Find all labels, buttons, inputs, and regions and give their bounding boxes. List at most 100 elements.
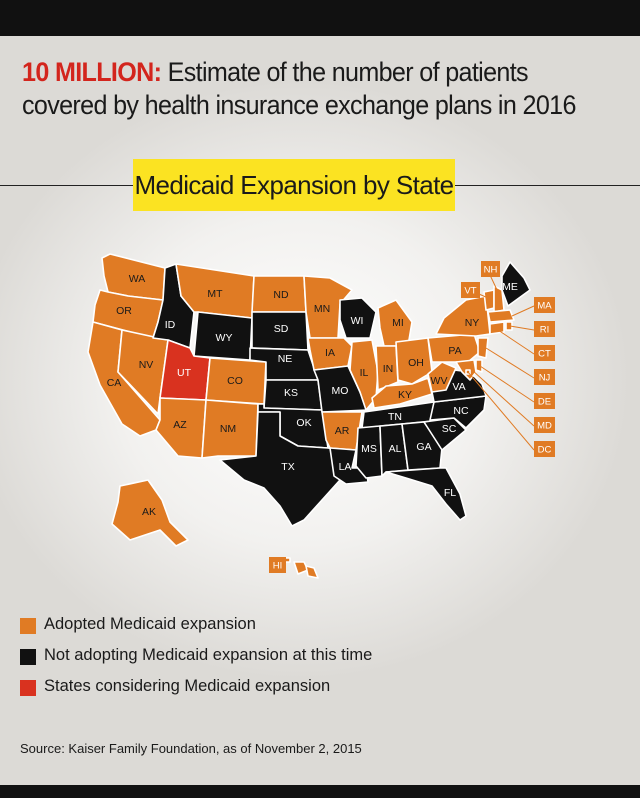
state-label-CO: CO: [227, 375, 243, 387]
state-TX: [219, 411, 341, 527]
state-label-IA: IA: [325, 347, 335, 359]
state-label-MO: MO: [332, 385, 349, 397]
headline-text: Estimate of the number of patients cover…: [22, 57, 576, 120]
state-OH: [395, 337, 433, 385]
callout-NJ: NJ: [534, 369, 555, 385]
callout-tags: NH VT MA RI CT NJ DE MD DC HI: [269, 261, 555, 573]
state-label-TX: TX: [281, 461, 294, 473]
state-label-OK: OK: [296, 417, 311, 429]
svg-text:CT: CT: [538, 349, 551, 360]
svg-text:MA: MA: [537, 301, 552, 312]
state-ME: [501, 261, 531, 307]
state-label-IN: IN: [383, 363, 394, 375]
state-label-MS: MS: [361, 443, 377, 455]
state-CT: [489, 321, 505, 335]
state-WV: [427, 361, 457, 393]
state-MS: [355, 425, 383, 479]
state-HI-2: [305, 565, 319, 579]
state-label-MI: MI: [392, 317, 404, 329]
state-label-MN: MN: [314, 303, 330, 315]
legend-swatch-considering: [20, 680, 36, 696]
state-label-SD: SD: [274, 323, 289, 335]
headline: 10 MILLION: Estimate of the number of pa…: [22, 56, 580, 122]
state-label-LA: LA: [339, 461, 352, 473]
state-WI: [339, 297, 377, 339]
state-NJ: [477, 337, 489, 359]
source-note: Source: Kaiser Family Foundation, as of …: [20, 741, 362, 756]
state-label-NC: NC: [453, 405, 469, 417]
state-VT: [483, 289, 495, 311]
callout-HI: HI: [269, 557, 286, 573]
state-NY: [435, 295, 491, 337]
state-label-CA: CA: [107, 377, 122, 389]
legend-label-not-adopting: Not adopting Medicaid expansion at this …: [44, 646, 373, 664]
callout-DC: DC: [534, 441, 555, 457]
state-label-NV: NV: [139, 359, 154, 371]
svg-text:NJ: NJ: [539, 373, 551, 384]
state-RI: [505, 321, 513, 331]
state-label-IL: IL: [360, 367, 369, 379]
svg-text:MD: MD: [537, 421, 552, 432]
svg-text:DC: DC: [538, 445, 552, 456]
state-NM: [201, 399, 259, 459]
svg-text:DE: DE: [538, 397, 551, 408]
svg-text:NH: NH: [484, 265, 498, 276]
callout-NH: NH: [481, 261, 500, 277]
state-label-ID: ID: [165, 319, 176, 331]
svg-text:HI: HI: [273, 561, 283, 572]
state-IN: [375, 345, 399, 391]
headline-number: 10 MILLION:: [22, 57, 162, 87]
state-label-WA: WA: [129, 273, 146, 285]
state-label-NE: NE: [278, 353, 293, 365]
callout-VT: VT: [461, 282, 480, 298]
state-label-MT: MT: [207, 288, 223, 300]
callout-DE: DE: [534, 393, 555, 409]
state-label-FL: FL: [444, 487, 456, 499]
callout-RI: RI: [534, 321, 555, 337]
state-label-UT: UT: [177, 367, 192, 379]
state-shapes: [87, 253, 531, 579]
svg-text:VT: VT: [464, 286, 476, 297]
state-label-AL: AL: [389, 443, 402, 455]
state-MA: [487, 309, 515, 323]
legend-swatch-not-adopting: [20, 649, 36, 665]
state-MN: [303, 275, 353, 339]
state-label-TN: TN: [388, 411, 402, 423]
state-label-ME: ME: [502, 281, 518, 293]
state-MO: [313, 365, 369, 413]
legend-swatch-adopted: [20, 618, 36, 634]
legend-label-considering: States considering Medicaid expansion: [44, 677, 331, 695]
state-label-AZ: AZ: [173, 419, 187, 431]
state-label-GA: GA: [416, 441, 431, 453]
state-label-AR: AR: [335, 425, 350, 437]
map-title: Medicaid Expansion by State: [133, 159, 455, 211]
callout-leaders: [467, 274, 535, 451]
legend-label-adopted: Adopted Medicaid expansion: [44, 615, 256, 633]
state-label-KS: KS: [284, 387, 298, 399]
state-label-WY: WY: [216, 332, 233, 344]
state-AK: [111, 479, 189, 547]
state-label-VA: VA: [452, 381, 465, 393]
callout-MA: MA: [534, 297, 555, 313]
state-labels: WA OR CA NV ID MT WY UT AZ CO NM ND SD N…: [107, 273, 518, 518]
state-label-NY: NY: [465, 317, 480, 329]
state-label-OR: OR: [116, 305, 132, 317]
state-label-NM: NM: [220, 423, 236, 435]
svg-text:RI: RI: [540, 325, 550, 336]
state-label-OH: OH: [408, 357, 424, 369]
state-label-SC: SC: [442, 423, 457, 435]
bottom-black-bar: [0, 785, 640, 798]
state-label-ND: ND: [273, 289, 289, 301]
top-black-bar: [0, 0, 640, 36]
state-DE: [475, 359, 483, 373]
callout-MD: MD: [534, 417, 555, 433]
state-label-AK: AK: [142, 506, 156, 518]
callout-CT: CT: [534, 345, 555, 361]
state-label-KY: KY: [398, 389, 412, 401]
state-IL: [349, 339, 379, 411]
state-label-PA: PA: [448, 345, 461, 357]
state-label-WV: WV: [431, 375, 448, 387]
state-label-WI: WI: [351, 315, 364, 327]
